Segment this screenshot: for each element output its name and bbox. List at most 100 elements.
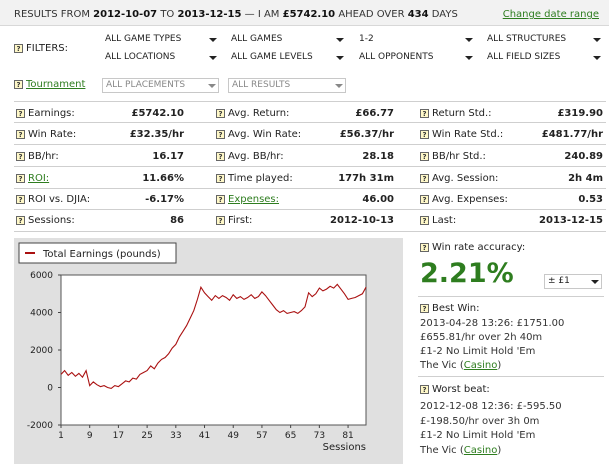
x-tick-label: 57	[256, 431, 267, 441]
filters-label: ? FILTERS:	[14, 43, 68, 54]
structures-value: ALL STRUCTURES	[487, 34, 567, 44]
stats-divider	[14, 231, 606, 232]
help-icon[interactable]: ?	[16, 173, 25, 183]
chevron-down-icon	[336, 56, 344, 60]
tournament-row: ? Tournament	[14, 79, 85, 90]
game-types-value: ALL GAME TYPES	[105, 34, 182, 44]
stat-row: ? BB/hr: 16.17	[16, 151, 184, 165]
worst-beat-casino-link[interactable]: Casino	[463, 445, 498, 456]
help-icon[interactable]: ?	[14, 43, 23, 53]
help-icon[interactable]: ?	[14, 79, 23, 89]
field-sizes-select[interactable]: ALL FIELD SIZES	[484, 51, 603, 66]
stat-value: 2012-10-13	[330, 215, 394, 226]
help-icon[interactable]: ?	[420, 108, 429, 118]
worst-beat-venue: The Vic (Casino)	[420, 445, 502, 456]
help-icon[interactable]: ?	[16, 151, 25, 161]
help-icon[interactable]: ?	[216, 108, 225, 118]
help-icon[interactable]: ?	[16, 194, 25, 204]
game-levels-select[interactable]: ALL GAME LEVELS	[228, 51, 346, 66]
help-icon[interactable]: ?	[216, 194, 225, 204]
best-win-rate: £655.81/hr over 2h 40m	[420, 332, 543, 343]
stakes-value: 1-2	[359, 34, 374, 44]
accuracy-select[interactable]: ± £1	[544, 274, 602, 289]
stat-row: ? ROI vs. DJIA: -6.17%	[16, 194, 184, 208]
stat-label: ? Expenses:	[216, 194, 279, 205]
results-header: RESULTS FROM 2012-10-07 TO 2013-12-15 — …	[0, 0, 609, 26]
placements-select[interactable]: ALL PLACEMENTS	[102, 78, 219, 93]
help-icon[interactable]: ?	[216, 129, 225, 139]
stat-row: ? Win Rate Std.: £481.77/hr	[420, 129, 603, 143]
help-icon[interactable]: ?	[216, 215, 225, 225]
y-tick-label: -2000	[27, 421, 53, 431]
help-icon[interactable]: ?	[420, 151, 429, 161]
help-icon[interactable]: ?	[16, 129, 25, 139]
to-word: TO	[160, 9, 175, 20]
locations-value: ALL LOCATIONS	[105, 52, 176, 62]
worst-beat-date: 2012-12-08 12:36: £-595.50	[420, 401, 562, 412]
results-select[interactable]: ALL RESULTS	[228, 78, 346, 93]
stat-row: ? Avg. BB/hr: 28.18	[216, 151, 394, 165]
days-word: DAYS	[431, 9, 458, 20]
game-levels-value: ALL GAME LEVELS	[231, 52, 313, 62]
game-types-select[interactable]: ALL GAME TYPES	[102, 33, 219, 48]
x-tick-label: 33	[170, 431, 181, 441]
stat-label-text: Sessions:	[28, 215, 75, 226]
chevron-down-icon	[593, 38, 601, 42]
stat-label: ? BB/hr Std.:	[420, 151, 486, 162]
worst-beat-rate: £-198.50/hr over 3h 0m	[420, 416, 540, 427]
worst-beat-game: £1-2 No Limit Hold 'Em	[420, 430, 536, 441]
stat-row: ? Win Rate: £32.35/hr	[16, 129, 184, 143]
stat-row: ? Avg. Session: 2h 4m	[420, 173, 603, 187]
stat-label-text: Earnings:	[28, 108, 75, 119]
ahead-text: AHEAD OVER	[338, 9, 405, 20]
best-win-venue-name: The Vic	[420, 360, 457, 371]
help-icon[interactable]: ?	[16, 215, 25, 225]
help-icon[interactable]: ?	[420, 303, 429, 313]
help-icon[interactable]: ?	[420, 384, 429, 394]
stats-divider	[14, 166, 606, 167]
help-icon[interactable]: ?	[420, 242, 429, 252]
chevron-down-icon	[208, 84, 216, 88]
chevron-down-icon	[465, 38, 473, 42]
chevron-down-icon	[336, 38, 344, 42]
games-value: ALL GAMES	[231, 34, 283, 44]
legend-label: Total Earnings (pounds)	[42, 249, 161, 260]
chevron-down-icon	[593, 56, 601, 60]
stat-value: £32.35/hr	[129, 129, 184, 140]
help-icon[interactable]: ?	[216, 173, 225, 183]
stat-label-link[interactable]: Expenses:	[228, 194, 280, 205]
stat-label: ? Win Rate:	[16, 129, 76, 140]
placements-value: ALL PLACEMENTS	[106, 80, 186, 90]
help-icon[interactable]: ?	[216, 151, 225, 161]
games-select[interactable]: ALL GAMES	[228, 33, 346, 48]
locations-select[interactable]: ALL LOCATIONS	[102, 51, 219, 66]
best-win-venue: The Vic (Casino)	[420, 360, 502, 371]
best-win-casino-link[interactable]: Casino	[463, 360, 498, 371]
results-summary: RESULTS FROM 2012-10-07 TO 2013-12-15 — …	[14, 9, 458, 20]
stat-value: £319.90	[557, 108, 603, 119]
help-icon[interactable]: ?	[420, 215, 429, 225]
stat-row: ? ROI: 11.66%	[16, 173, 184, 187]
win-rate-accuracy-label: ? Win rate accuracy:	[420, 242, 525, 253]
win-rate-accuracy-text: Win rate accuracy:	[432, 242, 526, 253]
stat-label-text: Avg. Session:	[432, 173, 499, 184]
tournament-link[interactable]: Tournament	[26, 79, 86, 90]
help-icon[interactable]: ?	[16, 108, 25, 118]
change-date-range-link[interactable]: Change date range	[502, 9, 599, 20]
stat-value: -6.17%	[145, 194, 184, 205]
help-icon[interactable]: ?	[420, 194, 429, 204]
stat-label-text: Avg. BB/hr:	[228, 151, 284, 162]
structures-select[interactable]: ALL STRUCTURES	[484, 33, 603, 48]
best-win-date: 2013-04-28 13:26: £1751.00	[420, 318, 565, 329]
stakes-select[interactable]: 1-2	[356, 33, 475, 48]
help-icon[interactable]: ?	[420, 173, 429, 183]
stat-value: £481.77/hr	[541, 129, 603, 140]
opponents-value: ALL OPPONENTS	[359, 52, 434, 62]
chevron-down-icon	[209, 56, 217, 60]
opponents-select[interactable]: ALL OPPONENTS	[356, 51, 475, 66]
stat-label-link[interactable]: ROI:	[28, 173, 50, 184]
help-icon[interactable]: ?	[420, 129, 429, 139]
win-rate-accuracy-value: 2.21%	[420, 258, 514, 289]
best-win-game: £1-2 No Limit Hold 'Em	[420, 346, 536, 357]
stat-label: ? Last:	[420, 215, 456, 226]
